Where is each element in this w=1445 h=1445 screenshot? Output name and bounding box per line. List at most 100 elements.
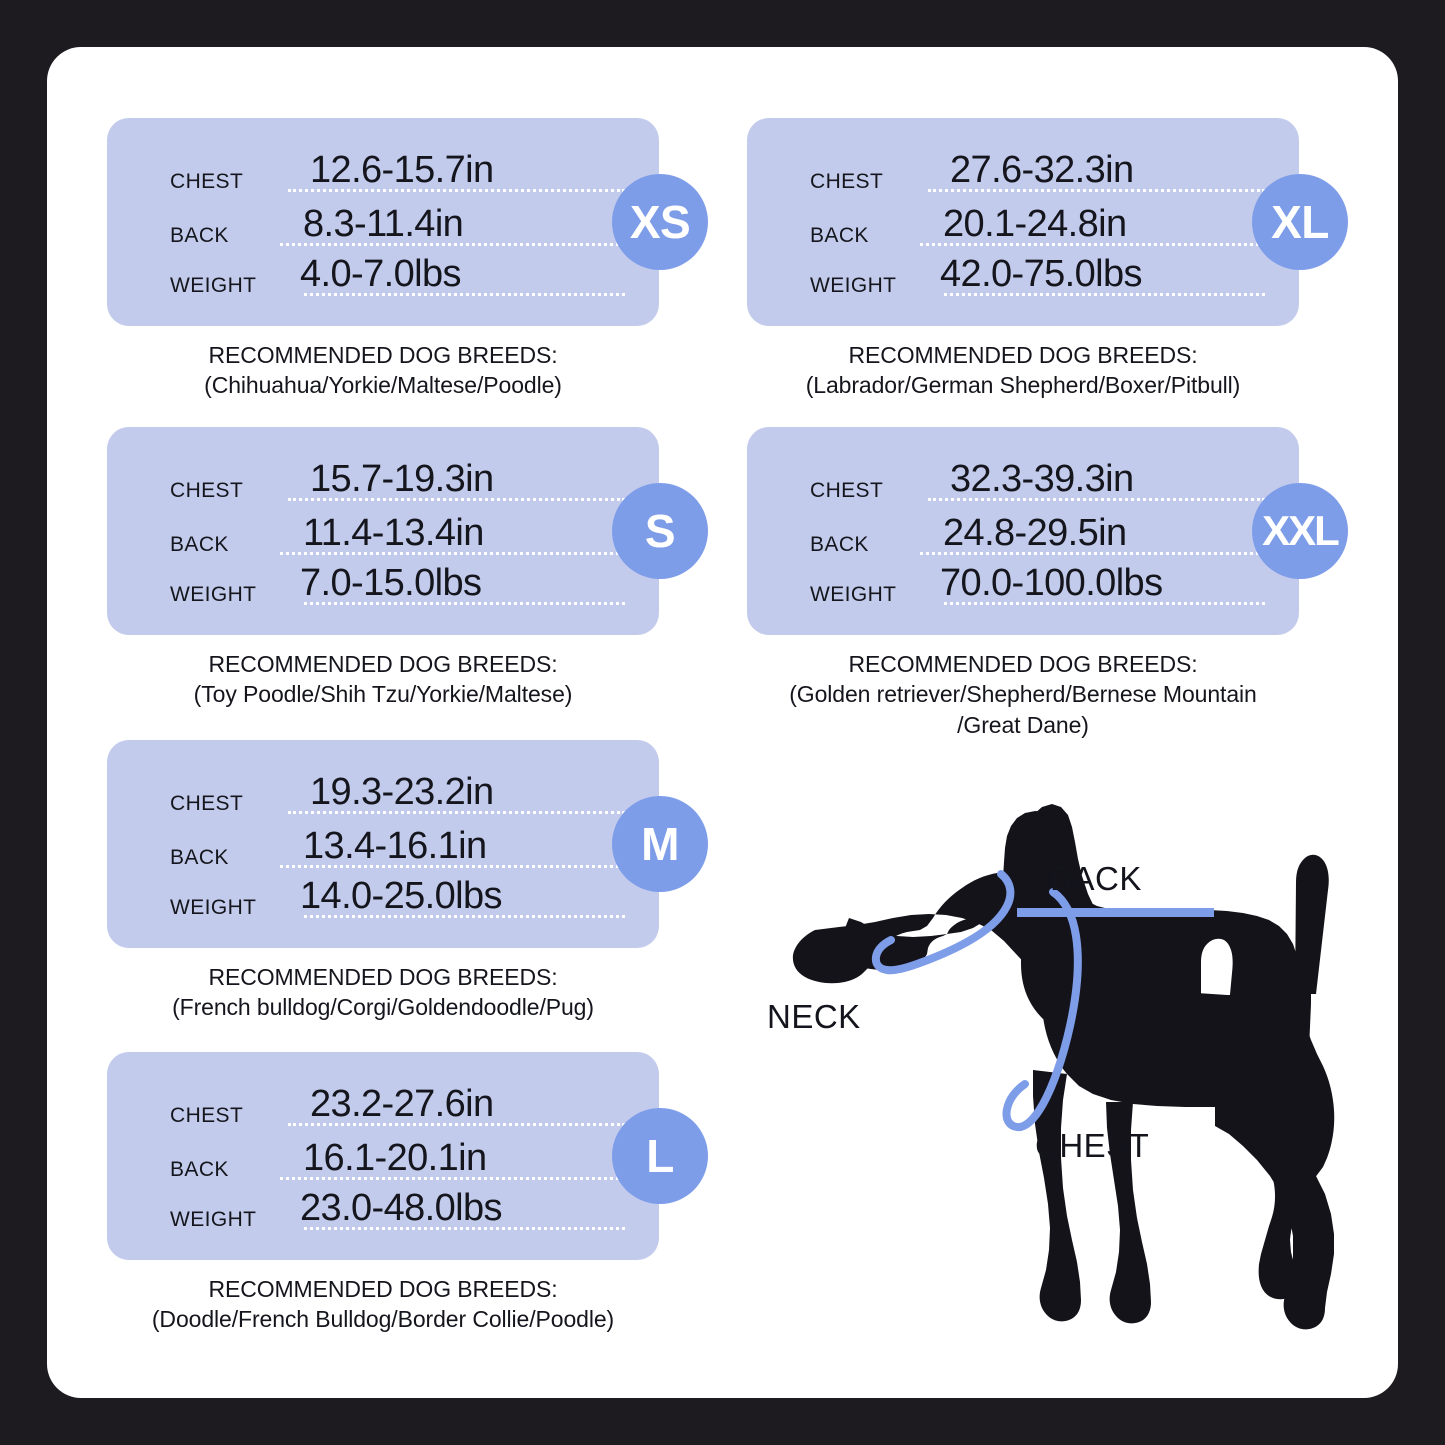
- row-label-weight: WEIGHT: [170, 1208, 257, 1231]
- dog-tail: [1295, 854, 1329, 994]
- diagram-label-chest: CHEST: [1035, 1127, 1150, 1164]
- size-badge-xl: XL: [1252, 174, 1348, 270]
- leader-dots-weight: [304, 602, 625, 605]
- row-label-chest: CHEST: [810, 479, 884, 502]
- row-label-back: BACK: [810, 224, 869, 247]
- dog-measurement-diagram: BACK NECK CHEST: [745, 782, 1365, 1342]
- row-back: BACK 20.1-24.8in: [810, 198, 1281, 252]
- row-chest: CHEST 12.6-15.7in: [170, 144, 641, 198]
- row-label-weight: WEIGHT: [170, 896, 257, 919]
- leader-dots-chest: [928, 498, 1265, 501]
- row-label-weight: WEIGHT: [810, 583, 897, 606]
- row-label-back: BACK: [170, 224, 229, 247]
- row-label-chest: CHEST: [170, 1104, 244, 1127]
- row-value-chest: 27.6-32.3in: [950, 149, 1134, 191]
- size-card-xl: CHEST 27.6-32.3in BACK 20.1-24.8in WEIGH…: [747, 118, 1348, 326]
- leader-dots-weight: [304, 915, 625, 918]
- row-value-weight: 7.0-15.0lbs: [300, 562, 482, 604]
- row-value-weight: 70.0-100.0lbs: [940, 562, 1163, 604]
- leader-dots-chest: [288, 498, 625, 501]
- row-label-chest: CHEST: [170, 792, 244, 815]
- breeds-list: (Labrador/German Shepherd/Boxer/Pitbull): [805, 372, 1241, 399]
- breeds-list: (Toy Poodle/Shih Tzu/Yorkie/Maltese): [193, 681, 573, 708]
- row-weight: WEIGHT 23.0-48.0lbs: [170, 1186, 641, 1236]
- row-value-chest: 12.6-15.7in: [310, 149, 494, 191]
- dog-front-leg-rear: [1106, 1102, 1151, 1324]
- row-label-weight: WEIGHT: [170, 274, 257, 297]
- breeds-list: (Doodle/French Bulldog/Border Collie/Poo…: [151, 1306, 615, 1333]
- row-back: BACK 8.3-11.4in: [170, 198, 641, 252]
- dog-torso: [1042, 916, 1311, 1107]
- row-value-weight: 14.0-25.0lbs: [300, 875, 503, 917]
- size-block-xl: CHEST 27.6-32.3in BACK 20.1-24.8in WEIGH…: [747, 118, 1359, 401]
- breeds-heading: RECOMMENDED DOG BREEDS:: [848, 342, 1198, 368]
- row-label-weight: WEIGHT: [170, 583, 257, 606]
- size-block-l: CHEST 23.2-27.6in BACK 16.1-20.1in WEIGH…: [107, 1052, 719, 1335]
- measurement-rows-s: CHEST 15.7-19.3in BACK 11.4-13.4in WEIGH…: [107, 453, 659, 611]
- row-label-chest: CHEST: [810, 170, 884, 193]
- breeds-heading: RECOMMENDED DOG BREEDS:: [208, 1276, 558, 1302]
- leader-dots-chest: [288, 189, 625, 192]
- row-weight: WEIGHT 14.0-25.0lbs: [170, 874, 641, 924]
- row-label-back: BACK: [170, 1158, 229, 1181]
- dog-front-leg: [1033, 1070, 1081, 1322]
- breeds-caption-m: RECOMMENDED DOG BREEDS: (French bulldog/…: [107, 962, 659, 1023]
- leader-dots-weight: [944, 293, 1265, 296]
- size-badge-xs: XS: [612, 174, 708, 270]
- breeds-list: (French bulldog/Corgi/Goldendoodle/Pug): [172, 994, 594, 1021]
- row-label-chest: CHEST: [170, 170, 244, 193]
- row-value-weight: 4.0-7.0lbs: [300, 253, 461, 295]
- row-label-back: BACK: [170, 533, 229, 556]
- breeds-caption-xl: RECOMMENDED DOG BREEDS: (Labrador/German…: [747, 340, 1299, 401]
- neck-measure-loop-icon: [871, 870, 1015, 975]
- row-value-chest: 15.7-19.3in: [310, 458, 494, 500]
- row-back: BACK 16.1-20.1in: [170, 1132, 641, 1186]
- breeds-heading: RECOMMENDED DOG BREEDS:: [208, 651, 558, 677]
- breeds-caption-xs: RECOMMENDED DOG BREEDS: (Chihuahua/Yorki…: [107, 340, 659, 401]
- measurement-rows-xs: CHEST 12.6-15.7in BACK 8.3-11.4in WEIGHT…: [107, 144, 659, 302]
- row-value-chest: 32.3-39.3in: [950, 458, 1134, 500]
- dog-hind-leg: [1215, 1098, 1334, 1330]
- row-weight: WEIGHT 42.0-75.0lbs: [810, 252, 1281, 302]
- breeds-heading: RECOMMENDED DOG BREEDS:: [208, 342, 558, 368]
- breeds-heading: RECOMMENDED DOG BREEDS:: [848, 651, 1198, 677]
- leader-dots-back: [280, 243, 625, 246]
- row-value-weight: 42.0-75.0lbs: [940, 253, 1143, 295]
- size-card-l: CHEST 23.2-27.6in BACK 16.1-20.1in WEIGH…: [107, 1052, 708, 1260]
- size-card-s: CHEST 15.7-19.3in BACK 11.4-13.4in WEIGH…: [107, 427, 708, 635]
- leader-dots-weight: [304, 1227, 625, 1230]
- row-weight: WEIGHT 4.0-7.0lbs: [170, 252, 641, 302]
- leader-dots-back: [920, 243, 1265, 246]
- breeds-list: (Golden retriever/Shepherd/Bernese Mount…: [789, 681, 1257, 738]
- breeds-heading: RECOMMENDED DOG BREEDS:: [208, 964, 558, 990]
- row-value-back: 16.1-20.1in: [303, 1137, 487, 1179]
- row-value-back: 20.1-24.8in: [943, 203, 1127, 245]
- row-weight: WEIGHT 70.0-100.0lbs: [810, 561, 1281, 611]
- row-value-back: 13.4-16.1in: [303, 825, 487, 867]
- row-value-back: 11.4-13.4in: [303, 512, 484, 554]
- leader-dots-chest: [288, 1123, 625, 1126]
- chest-measure-loop-icon: [1002, 888, 1082, 1132]
- row-label-back: BACK: [170, 846, 229, 869]
- measurement-rows-m: CHEST 19.3-23.2in BACK 13.4-16.1in WEIGH…: [107, 766, 659, 924]
- dog-silhouette-icon: [841, 811, 1335, 1300]
- size-block-xxl: CHEST 32.3-39.3in BACK 24.8-29.5in WEIGH…: [747, 427, 1359, 740]
- leader-dots-back: [280, 1177, 625, 1180]
- row-label-chest: CHEST: [170, 479, 244, 502]
- size-badge-l: L: [612, 1108, 708, 1204]
- row-value-back: 24.8-29.5in: [943, 512, 1127, 554]
- row-chest: CHEST 32.3-39.3in: [810, 453, 1281, 507]
- size-card-xs: CHEST 12.6-15.7in BACK 8.3-11.4in WEIGHT…: [107, 118, 708, 326]
- breeds-caption-s: RECOMMENDED DOG BREEDS: (Toy Poodle/Shih…: [107, 649, 659, 710]
- size-badge-xxl: XXL: [1252, 483, 1348, 579]
- size-block-s: CHEST 15.7-19.3in BACK 11.4-13.4in WEIGH…: [107, 427, 719, 710]
- diagram-label-back: BACK: [1050, 860, 1142, 897]
- row-value-back: 8.3-11.4in: [303, 203, 464, 245]
- row-chest: CHEST 27.6-32.3in: [810, 144, 1281, 198]
- leader-dots-back: [280, 552, 625, 555]
- row-value-chest: 19.3-23.2in: [310, 771, 494, 813]
- row-back: BACK 11.4-13.4in: [170, 507, 641, 561]
- row-weight: WEIGHT 7.0-15.0lbs: [170, 561, 641, 611]
- size-badge-m: M: [612, 796, 708, 892]
